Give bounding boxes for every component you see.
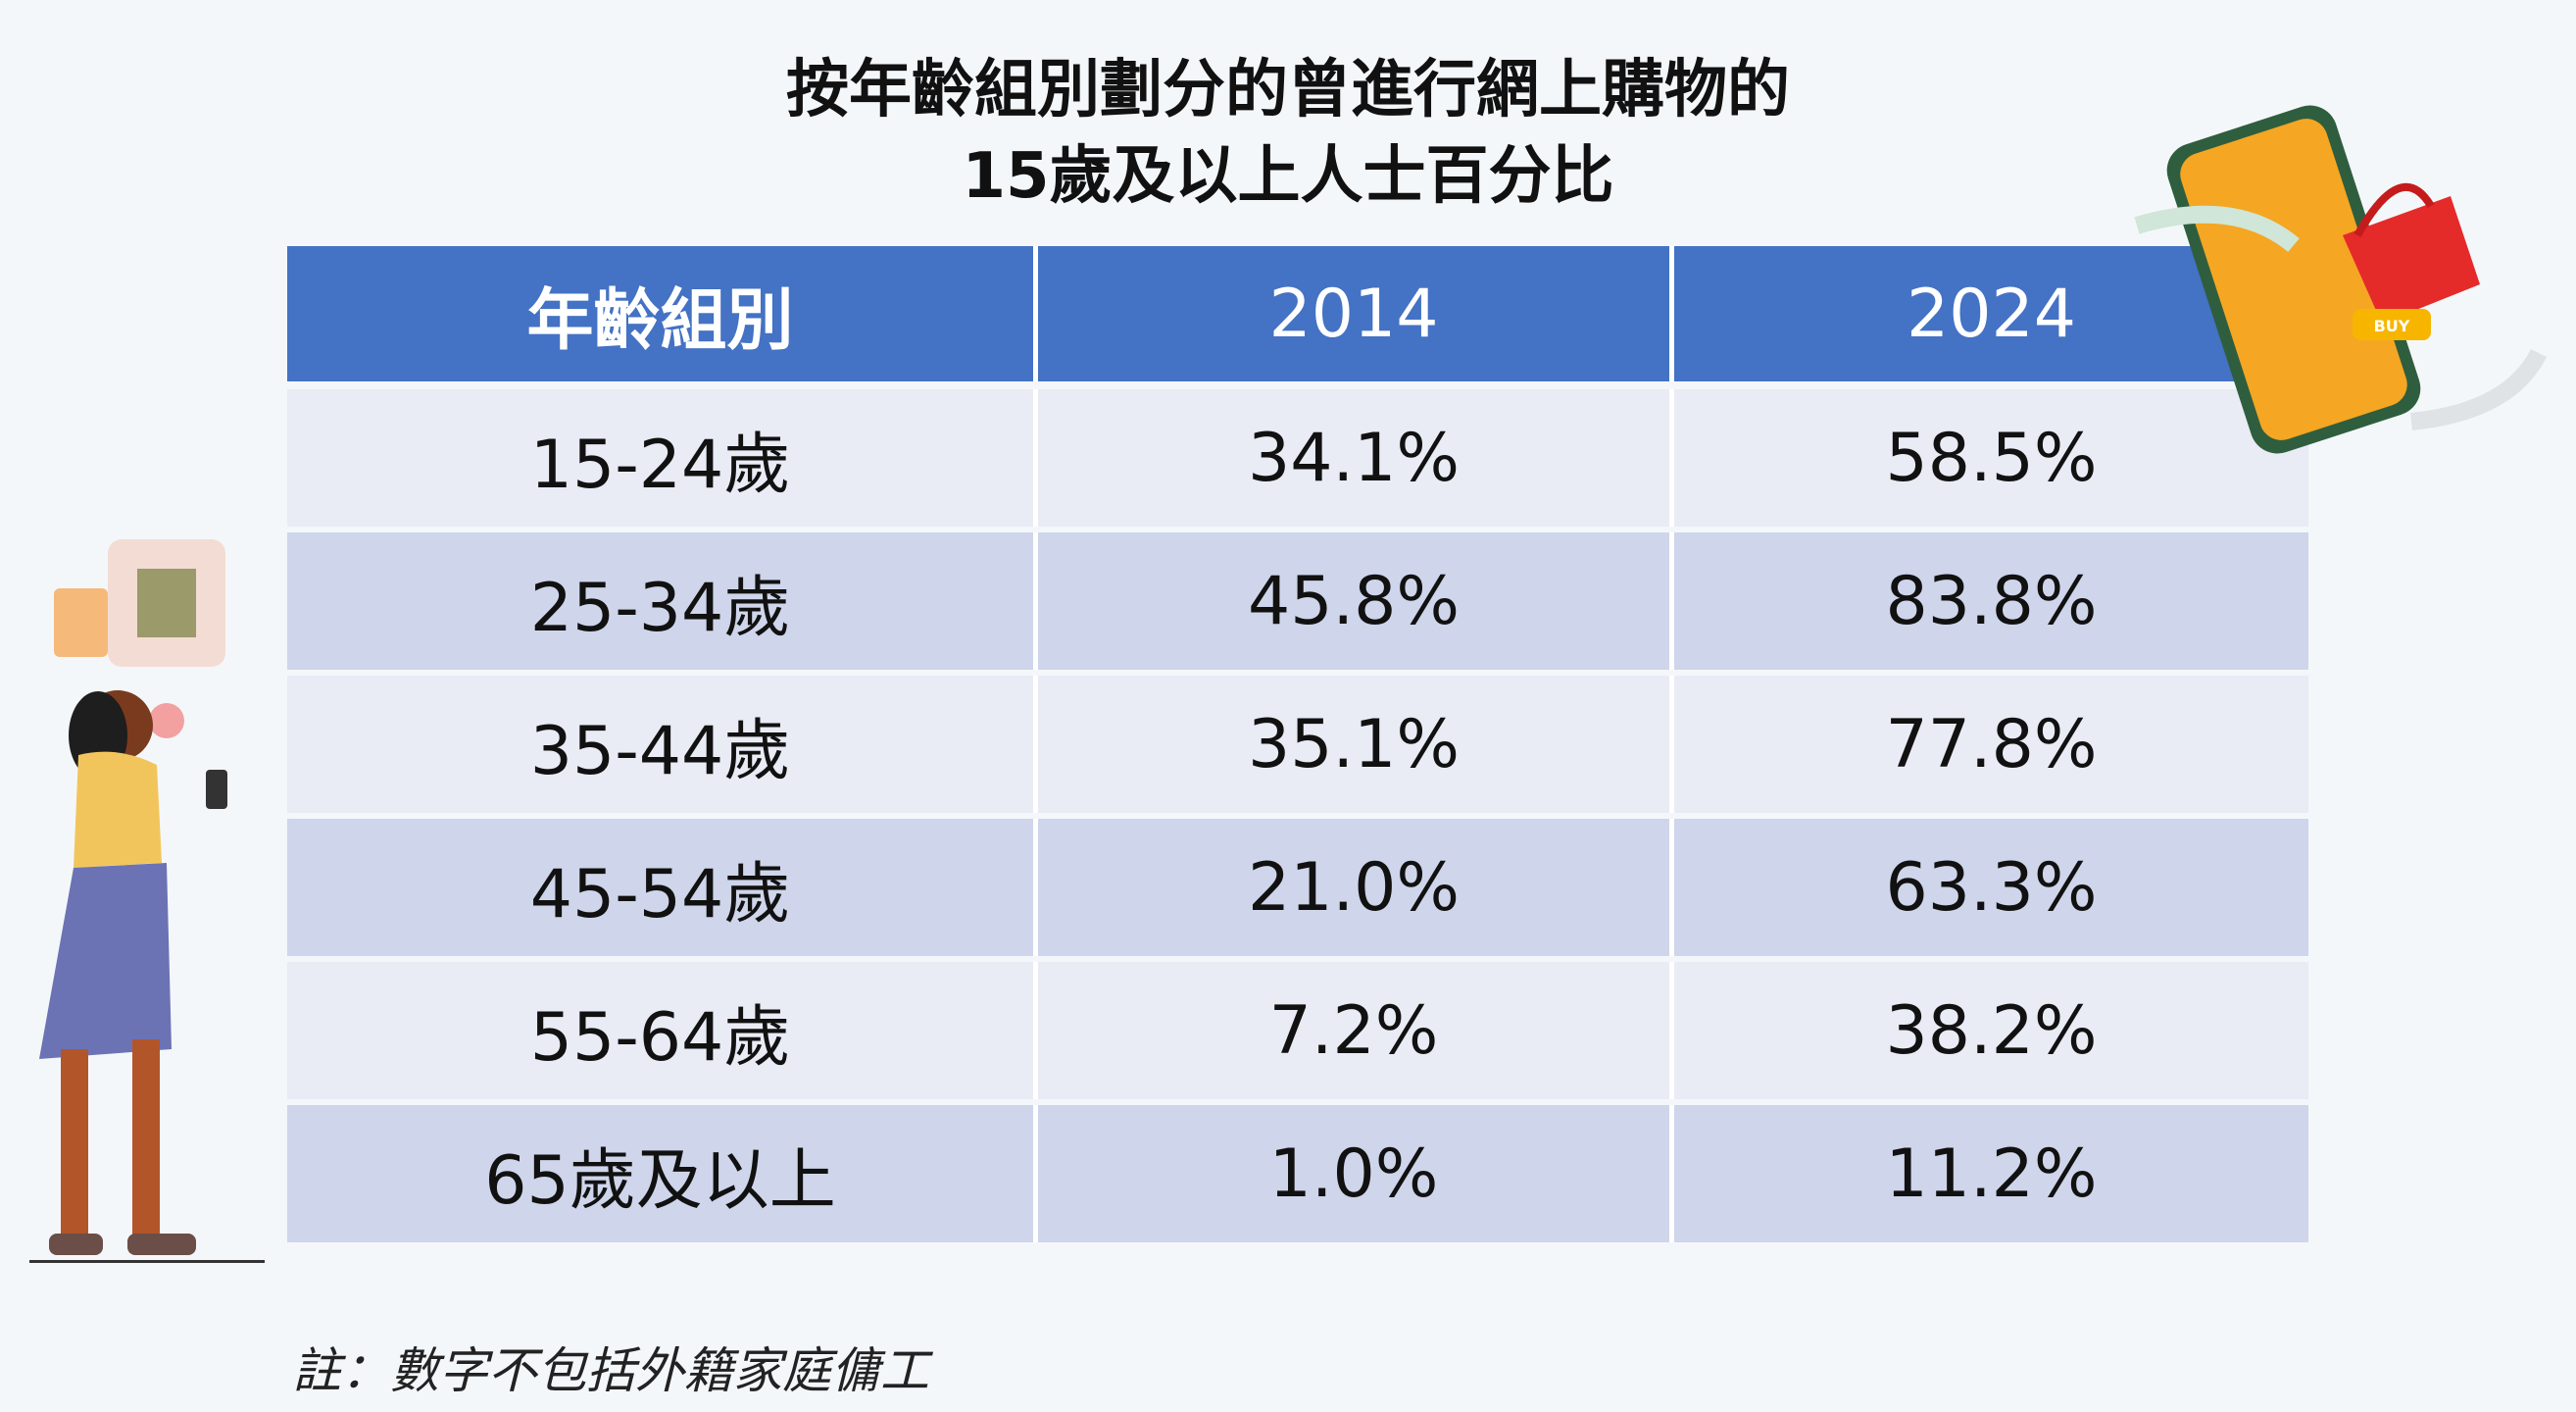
buy-label: BUY: [2374, 317, 2410, 335]
cell-age-group: 15-24歲: [287, 389, 1038, 527]
phone-basket-illustration: BUY: [2134, 105, 2548, 454]
cell-2024: 63.3%: [1674, 819, 2308, 956]
header-age-group: 年齡組別: [287, 246, 1038, 381]
cell-2014: 45.8%: [1038, 532, 1674, 670]
cell-age-group: 55-64歲: [287, 962, 1038, 1099]
header-2014: 2014: [1038, 246, 1674, 381]
cell-2014: 21.0%: [1038, 819, 1674, 956]
cell-age-group: 45-54歲: [287, 819, 1038, 956]
cell-2014: 34.1%: [1038, 389, 1674, 527]
cell-2024: 83.8%: [1674, 532, 2308, 670]
title-line-1: 按年齡組別劃分的曾進行網上購物的: [786, 54, 1790, 126]
table-row: 35-44歲 35.1% 77.8%: [287, 676, 2308, 813]
table-row: 55-64歲 7.2% 38.2%: [287, 962, 2308, 1099]
cell-2024: 58.5%: [1674, 389, 2308, 527]
shopper-woman-illustration: [29, 539, 265, 1263]
footnote: 註：數字不包括外籍家庭傭工: [292, 1342, 929, 1399]
header-2024: 2024: [1674, 246, 2308, 381]
table-row: 65歲及以上 1.0% 11.2%: [287, 1105, 2308, 1242]
cell-age-group: 25-34歲: [287, 532, 1038, 670]
cell-age-group: 65歲及以上: [287, 1105, 1038, 1242]
cell-2024: 11.2%: [1674, 1105, 2308, 1242]
cell-2014: 35.1%: [1038, 676, 1674, 813]
table-row: 15-24歲 34.1% 58.5%: [287, 389, 2308, 527]
data-table: 年齡組別 2014 2024 15-24歲 34.1% 58.5% 25-34歲 45.…: [287, 246, 2308, 1248]
cell-2014: 1.0%: [1038, 1105, 1674, 1242]
table-row: 25-34歲 45.8% 83.8%: [287, 532, 2308, 670]
cell-2024: 38.2%: [1674, 962, 2308, 1099]
title-line-2: 15歲及以上人士百分比: [962, 140, 1614, 213]
page-title: 按年齡組別劃分的曾進行網上購物的 15歲及以上人士百分比: [0, 47, 2576, 220]
table-row: 45-54歲 21.0% 63.3%: [287, 819, 2308, 956]
cell-age-group: 35-44歲: [287, 676, 1038, 813]
cell-2014: 7.2%: [1038, 962, 1674, 1099]
table-header: 年齡組別 2014 2024: [287, 246, 2308, 381]
cell-2024: 77.8%: [1674, 676, 2308, 813]
